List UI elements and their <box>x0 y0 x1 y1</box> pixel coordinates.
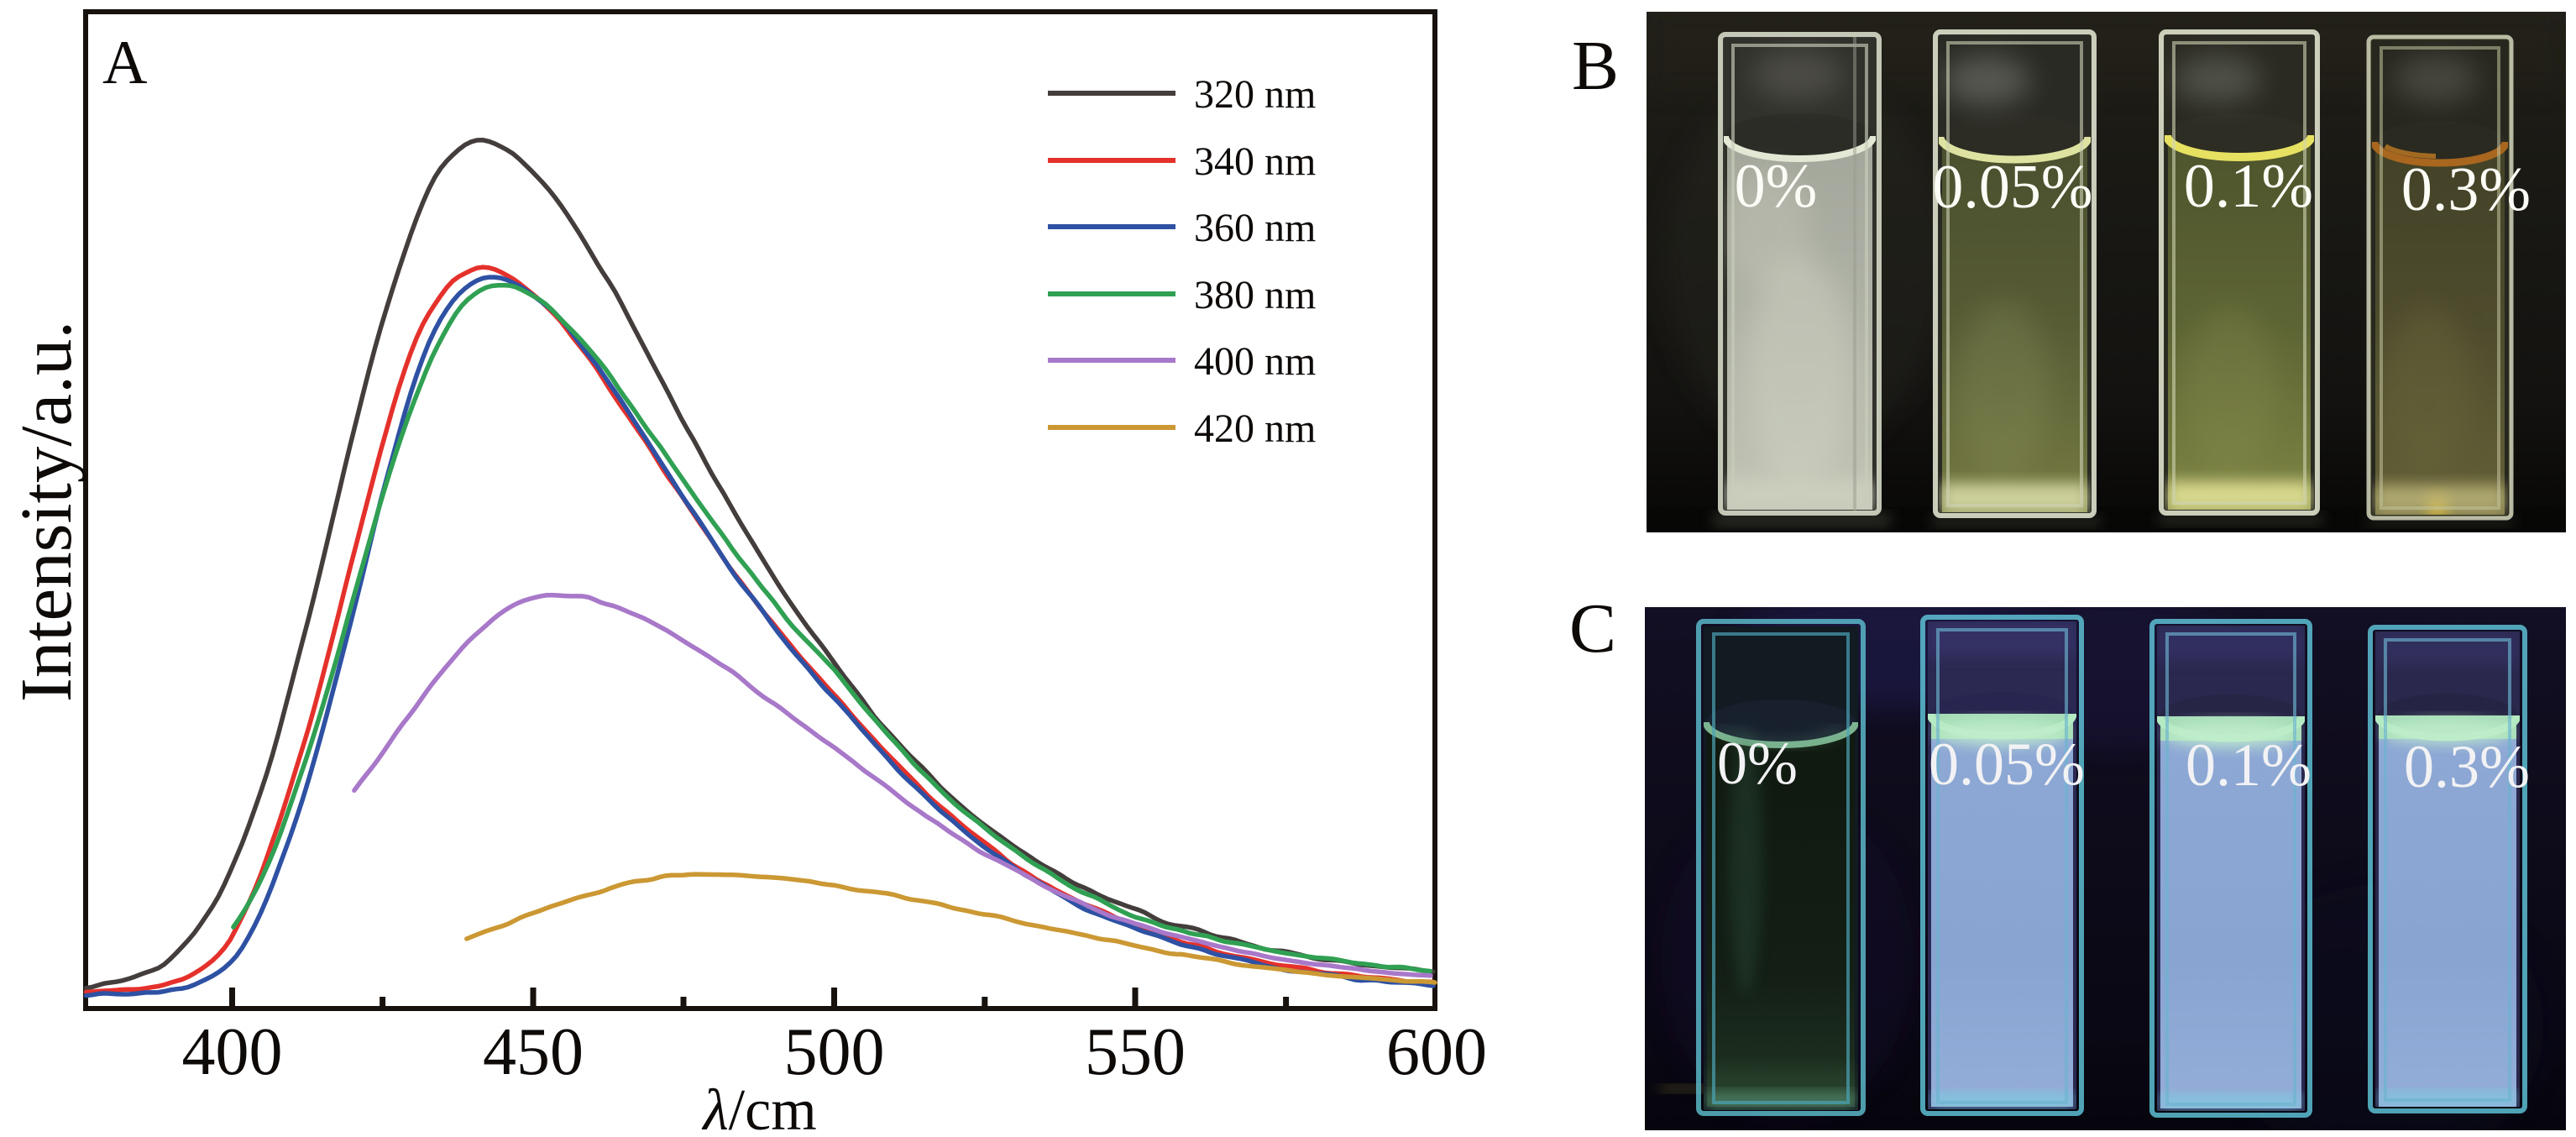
svg-text:550: 550 <box>1085 1015 1186 1089</box>
svg-text:0.1%: 0.1% <box>2184 152 2313 221</box>
svg-text:400 nm: 400 nm <box>1194 339 1316 384</box>
svg-text:400: 400 <box>182 1015 283 1089</box>
svg-text:320 nm: 320 nm <box>1194 72 1316 117</box>
svg-text:A: A <box>102 29 147 97</box>
svg-text:λ/cm: λ/cm <box>701 1078 816 1137</box>
svg-text:0.05%: 0.05% <box>1932 153 2092 222</box>
svg-text:420 nm: 420 nm <box>1194 406 1316 451</box>
svg-text:380 nm: 380 nm <box>1194 273 1316 317</box>
svg-text:340 nm: 340 nm <box>1194 139 1316 184</box>
svg-text:450: 450 <box>483 1015 584 1089</box>
svg-text:0%: 0% <box>1717 730 1798 797</box>
svg-text:0%: 0% <box>1735 152 1818 221</box>
svg-text:0.3%: 0.3% <box>2404 733 2530 800</box>
svg-text:0.05%: 0.05% <box>1929 731 2085 798</box>
svg-text:360 nm: 360 nm <box>1194 206 1316 250</box>
svg-text:500: 500 <box>784 1015 885 1089</box>
svg-text:0.1%: 0.1% <box>2186 731 2312 799</box>
svg-text:600: 600 <box>1386 1015 1487 1089</box>
svg-text:Intensity/a.u.: Intensity/a.u. <box>5 321 86 702</box>
svg-text:0.3%: 0.3% <box>2401 155 2531 224</box>
